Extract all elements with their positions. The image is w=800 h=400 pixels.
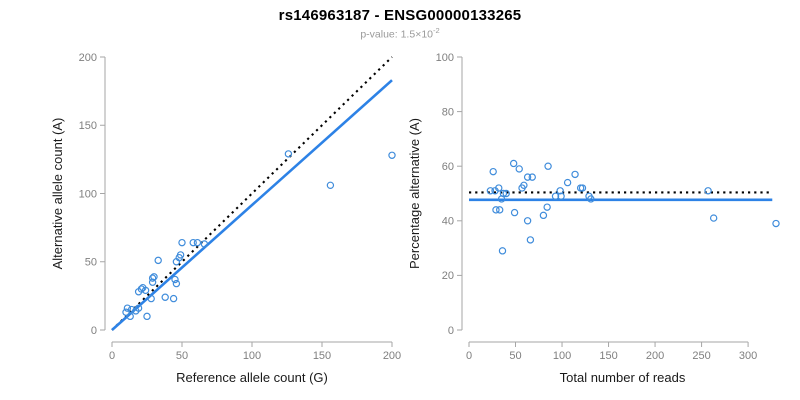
data-point [498,247,507,255]
data-point [499,189,508,198]
data-point [539,211,548,220]
data-point [489,167,497,176]
data-point [526,236,535,244]
data-point [578,184,587,192]
chart-subtitle: p-value: 1.5×10-2 [0,26,800,41]
data-point [709,214,718,222]
data-point [492,206,500,214]
data-point [557,192,565,200]
data-point [137,285,146,293]
pvalue-value: 1.5×10 [400,28,434,41]
identity-line-dotted [111,56,393,331]
data-point [126,312,134,321]
data-point [496,206,504,214]
data-point [148,274,157,282]
x-tick-label: 150 [599,350,617,362]
y-tick-label: 0 [91,325,97,337]
data-point [193,238,202,247]
x-tick-label: 250 [692,350,710,362]
data-point [172,279,181,288]
data-point [154,256,162,265]
x-tick-label: 0 [109,350,115,362]
data-point [515,165,523,173]
data-point [200,240,209,248]
data-point [510,208,519,217]
x-axis-title: Total number of reads [560,370,686,385]
data-point [704,187,712,195]
data-point [528,173,536,181]
x-tick-label: 100 [553,350,571,362]
x-axis-title: Reference allele count (G) [176,370,328,385]
y-tick-label: 20 [442,270,454,282]
data-point [134,304,143,312]
data-point [189,238,197,247]
data-point [141,286,150,295]
data-point [123,304,132,312]
data-point [150,273,158,281]
data-point [543,203,551,211]
data-point [143,312,151,321]
x-tick-label: 200 [383,350,401,362]
x-tick-label: 0 [466,350,472,362]
x-tick-label: 100 [243,350,261,362]
data-point [587,195,595,203]
y-axis-title: Alternative allele count (A) [50,118,65,270]
data-point [772,219,780,228]
data-point [161,293,169,301]
y-tick-label: 80 [442,106,454,118]
data-point [544,162,552,170]
data-point [127,305,136,314]
data-point [563,178,572,187]
data-point [523,217,532,225]
data-point [169,294,178,303]
y-tick-label: 40 [442,216,454,228]
x-tick-label: 200 [646,350,664,362]
y-axis-title: Percentage alternative (A) [407,118,422,269]
data-point [326,181,335,190]
panel-right: 0 20 40 60 80 100 0 50 100 150 200 250 300 Total numb… [407,52,780,385]
y-tick-label: 0 [448,325,454,337]
x-tick-label: 300 [739,350,757,362]
data-point [171,275,179,284]
y-tick-label: 60 [442,161,454,173]
data-point [176,251,185,259]
y-tick-label: 100 [436,52,454,64]
data-point [556,187,564,195]
x-tick-label: 150 [313,350,331,362]
y-tick-label: 100 [79,188,97,200]
data-point [284,150,293,158]
data-point [571,170,579,179]
data-point [178,238,186,247]
data-point [495,184,503,192]
x-tick-label: 50 [509,350,521,362]
data-point [122,308,130,316]
data-point [520,181,528,190]
chart-header: rs146963187 - ENSG00000133265 p-value: 1… [0,0,800,41]
data-point [509,159,518,168]
x-tick-label: 50 [176,350,188,362]
y-tick-label: 50 [85,257,97,269]
data-point [486,187,495,195]
panel-left: 0 50 100 150 200 0 50 100 150 200 Reference allele… [50,52,401,385]
data-point [502,189,510,198]
data-point [147,294,155,303]
regression-line [111,79,393,331]
y-tick-label: 150 [79,120,97,132]
pvalue-exponent: -2 [433,26,440,35]
y-tick-label: 200 [79,52,97,64]
data-point [523,173,532,181]
chart-title: rs146963187 - ENSG00000133265 [278,7,522,24]
pvalue-label: p-value: [360,28,398,41]
data-point [388,151,396,159]
data-point [551,192,560,200]
